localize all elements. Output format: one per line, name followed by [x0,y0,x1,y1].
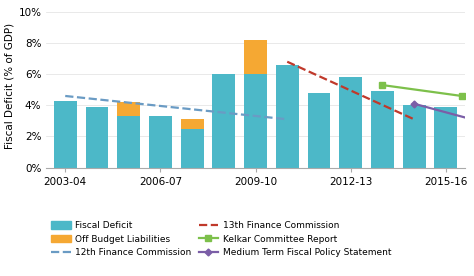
Bar [339,77,362,168]
Bar [85,107,109,168]
Bar [276,65,299,168]
Bar [181,129,203,168]
Bar [244,74,267,168]
Bar [212,74,235,168]
Bar [117,116,140,168]
Y-axis label: Fiscal Deficit (% of GDP): Fiscal Deficit (% of GDP) [4,23,14,149]
Bar [149,116,172,168]
Bar [434,107,457,168]
Bar [371,91,394,168]
Bar [308,93,330,168]
Bar [54,101,77,168]
Legend: Fiscal Deficit, Off Budget Liabilities, 12th Finance Commission, 13th Finance Co: Fiscal Deficit, Off Budget Liabilities, … [51,221,392,257]
Bar [181,119,203,129]
Bar [403,105,426,168]
Bar [117,102,140,116]
Bar [244,40,267,74]
